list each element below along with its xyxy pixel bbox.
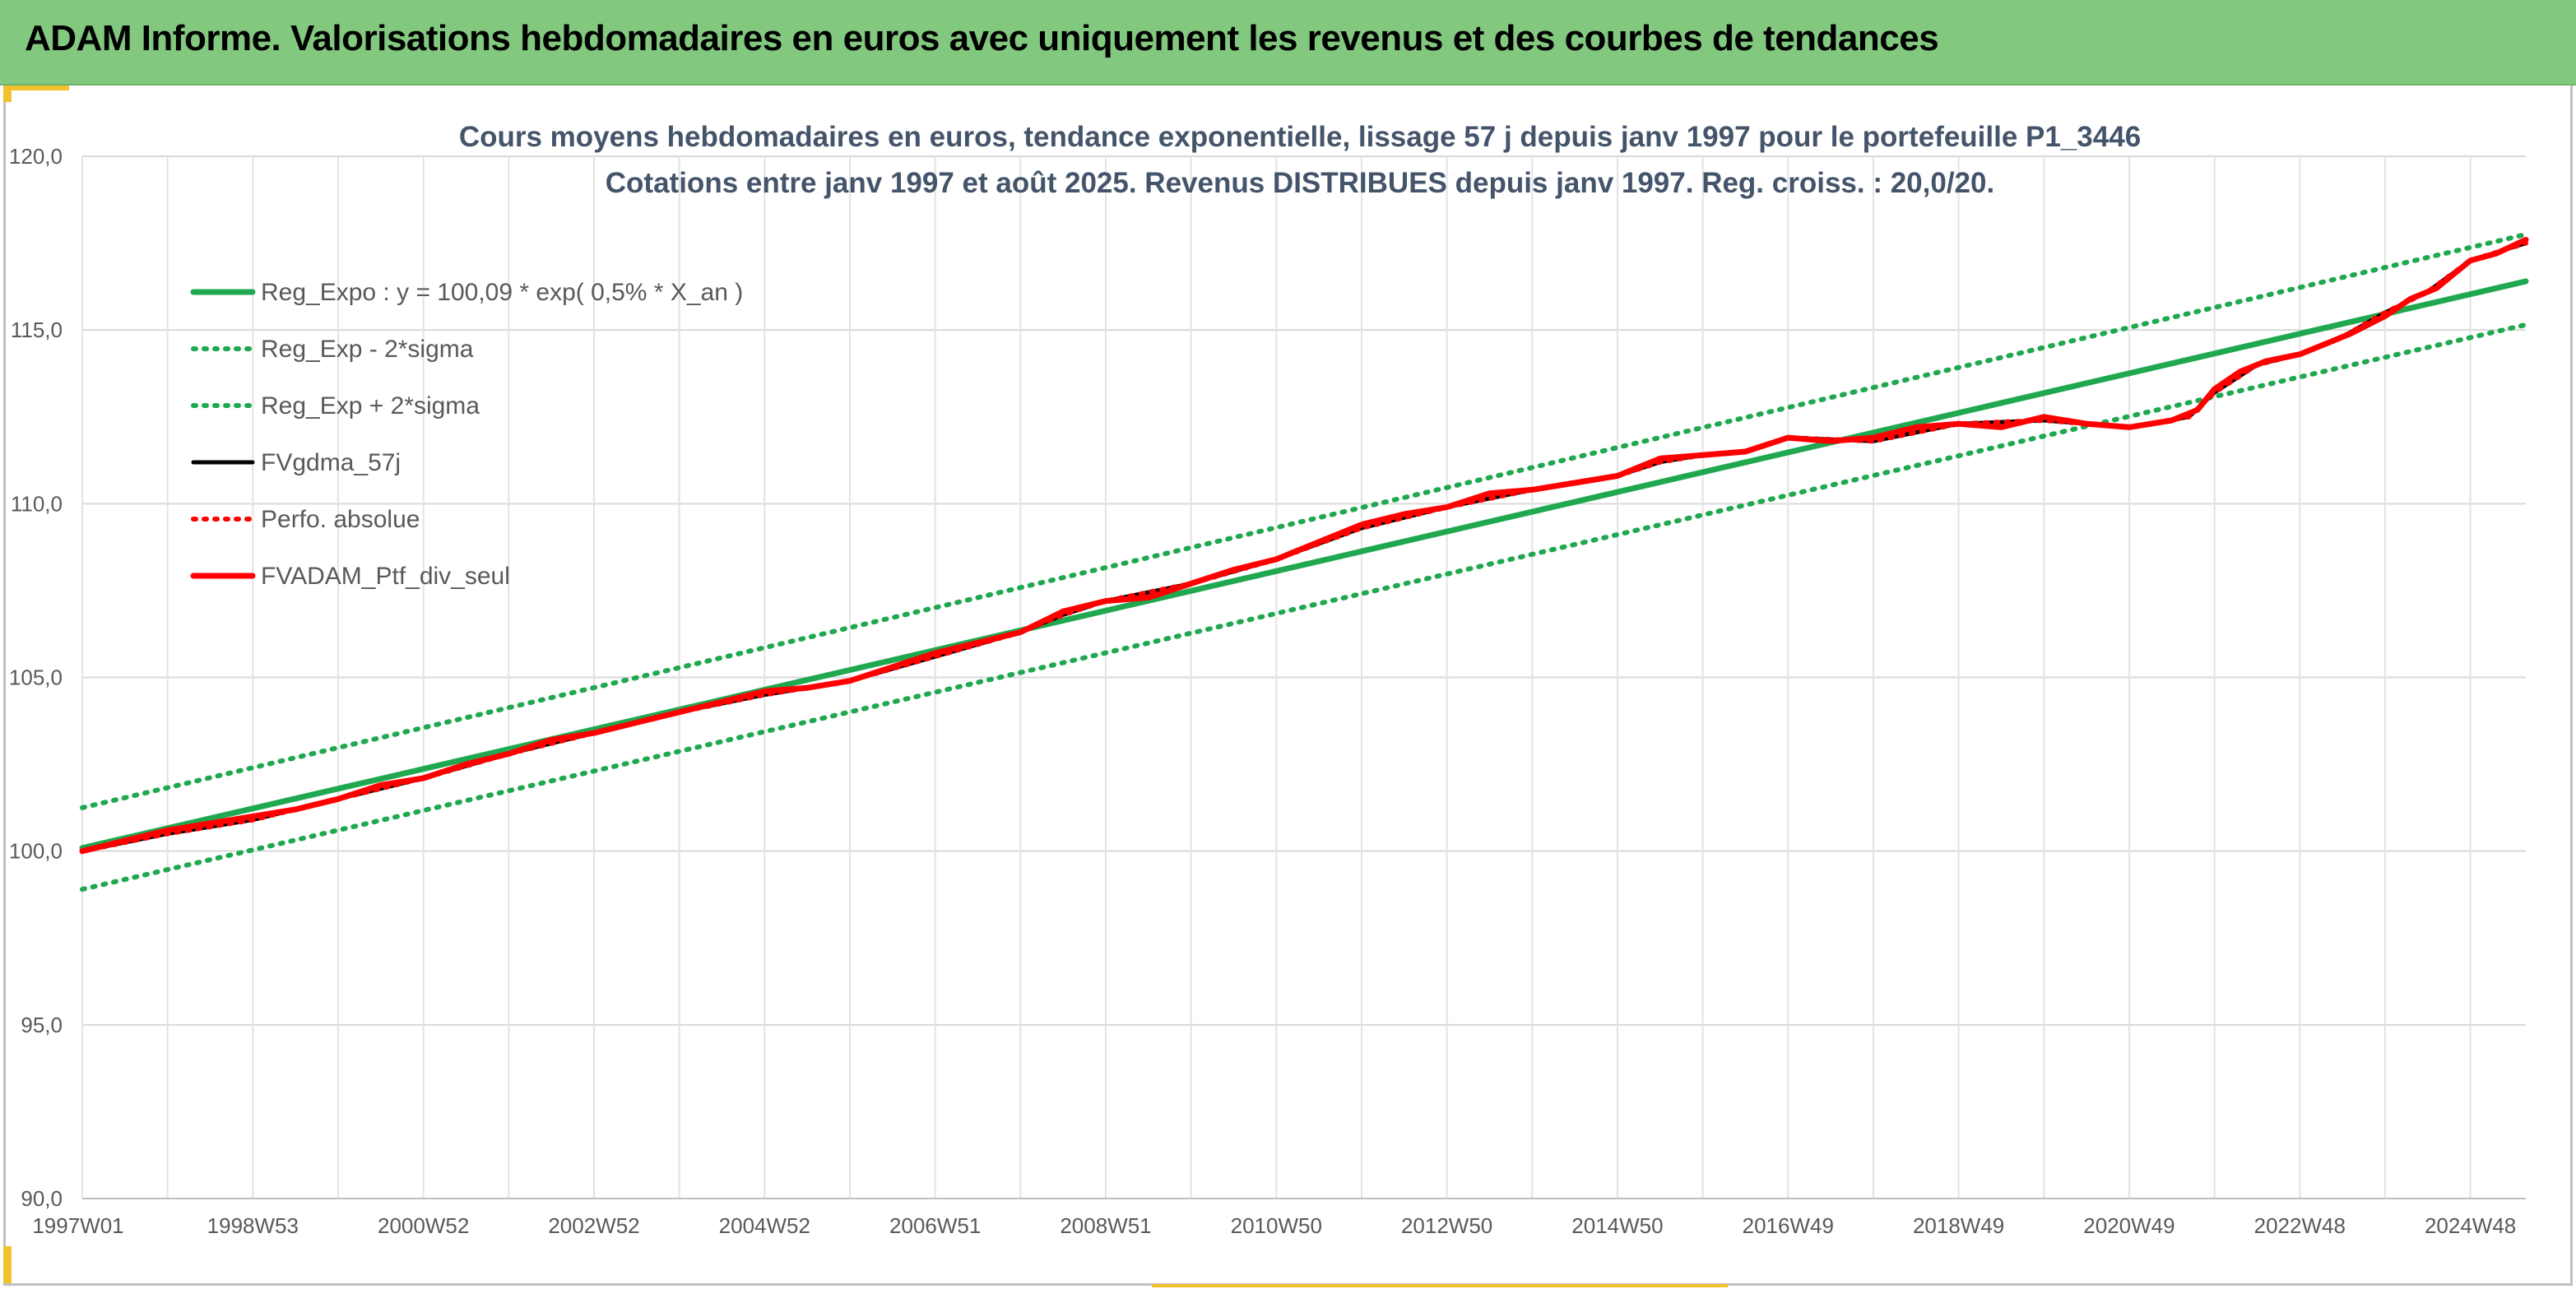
y-tick-label: 105,0 xyxy=(9,665,63,690)
series-line-0 xyxy=(79,278,2529,851)
y-tick-label: 90,0 xyxy=(21,1186,63,1211)
y-tick-label: 100,0 xyxy=(9,839,63,864)
accent-corner-top-bar xyxy=(3,86,69,90)
series-line-1 xyxy=(80,322,2528,893)
legend-label: Reg_Exp - 2*sigma xyxy=(261,336,474,363)
chart-title: Cours moyens hebdomadaires en euros, ten… xyxy=(459,121,2141,153)
series-line-4 xyxy=(80,240,2528,854)
x-tick-label: 2016W49 xyxy=(1743,1213,1834,1238)
legend-label: Perfo. absolue xyxy=(261,506,420,533)
page-title: ADAM Informe. Valorisations hebdomadaire… xyxy=(25,18,1939,58)
y-tick-label: 120,0 xyxy=(9,144,63,169)
x-tick-label: 2010W50 xyxy=(1231,1213,1322,1238)
series-lines xyxy=(79,232,2529,893)
accent-bottom-strip xyxy=(1152,1284,1728,1287)
x-tick-label: 2006W51 xyxy=(889,1213,981,1238)
legend-label: FVgdma_57j xyxy=(261,449,401,476)
legend-label: Reg_Exp + 2*sigma xyxy=(261,392,480,420)
y-tick-label: 95,0 xyxy=(21,1013,63,1037)
series-line-5 xyxy=(79,236,2529,855)
grid xyxy=(81,155,2526,1199)
legend: Reg_Expo : y = 100,09 * exp( 0,5% * X_an… xyxy=(190,279,743,590)
x-tick-label: 2014W50 xyxy=(1571,1213,1663,1238)
x-tick-label: 2018W49 xyxy=(1913,1213,2004,1238)
accent-corner-top xyxy=(3,86,12,102)
legend-label: Reg_Expo : y = 100,09 * exp( 0,5% * X_an… xyxy=(261,279,743,306)
y-tick-label: 115,0 xyxy=(11,318,63,342)
legend-label: FVADAM_Ptf_div_seul xyxy=(261,563,510,590)
x-tick-label: 1998W53 xyxy=(207,1213,299,1238)
chart-subtitle: Cotations entre janv 1997 et août 2025. … xyxy=(606,167,1994,199)
x-tick-label: 2008W51 xyxy=(1060,1213,1151,1238)
accent-corner-bottom xyxy=(3,1246,12,1283)
x-tick-label: 2002W52 xyxy=(548,1213,639,1238)
x-tick-label: 2000W52 xyxy=(378,1213,469,1238)
series-line-2 xyxy=(80,232,2528,810)
y-tick-label: 110,0 xyxy=(11,491,63,516)
x-tick-label: 2024W48 xyxy=(2425,1213,2516,1238)
axes: 90,0 95,0 100,0 105,0 110,0 115,0 120,0 1997W01… xyxy=(9,144,2526,1238)
header-bar: ADAM Informe. Valorisations hebdomadaire… xyxy=(0,0,2576,86)
x-tick-label: 1997W01 xyxy=(32,1213,123,1238)
x-tick-label: 2022W48 xyxy=(2254,1213,2346,1238)
x-tick-label: 2004W52 xyxy=(719,1213,810,1238)
x-tick-label: 2020W49 xyxy=(2083,1213,2175,1238)
x-tick-label: 2012W50 xyxy=(1401,1213,1492,1238)
